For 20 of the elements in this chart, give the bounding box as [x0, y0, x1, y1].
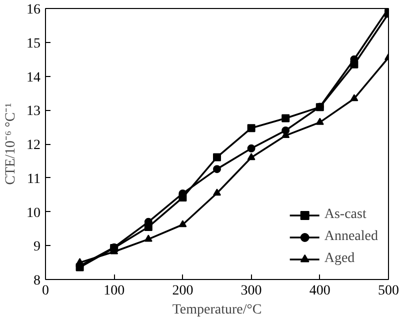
- x-tick-label: 300: [240, 284, 262, 298]
- y-tick-label: 12: [26, 138, 40, 153]
- x-tick-label: 500: [378, 284, 399, 298]
- legend-label: Annealed: [324, 229, 378, 245]
- y-tick-label: 8: [34, 274, 40, 288]
- x-axis-title: Temperature/°C: [172, 302, 262, 318]
- y-tick-label: 13: [26, 104, 40, 120]
- x-tick-label: 0: [42, 284, 49, 298]
- y-tick-label: 16: [26, 2, 40, 18]
- y-tick-label: 14: [26, 70, 40, 86]
- y-tick-label: 9: [34, 240, 40, 255]
- y-tick-label: 11: [27, 172, 41, 187]
- legend-label: As-cast: [324, 207, 366, 223]
- y-tick-label: 15: [26, 36, 40, 52]
- y-tick-label: 10: [26, 206, 40, 221]
- y-axis-title: CTE/10⁻⁶ °C⁻¹: [4, 103, 18, 185]
- x-tick-label: 200: [172, 284, 194, 298]
- x-tick-label: 400: [309, 284, 330, 298]
- x-tick-label: 100: [104, 284, 125, 298]
- legend-label: Aged: [324, 251, 355, 267]
